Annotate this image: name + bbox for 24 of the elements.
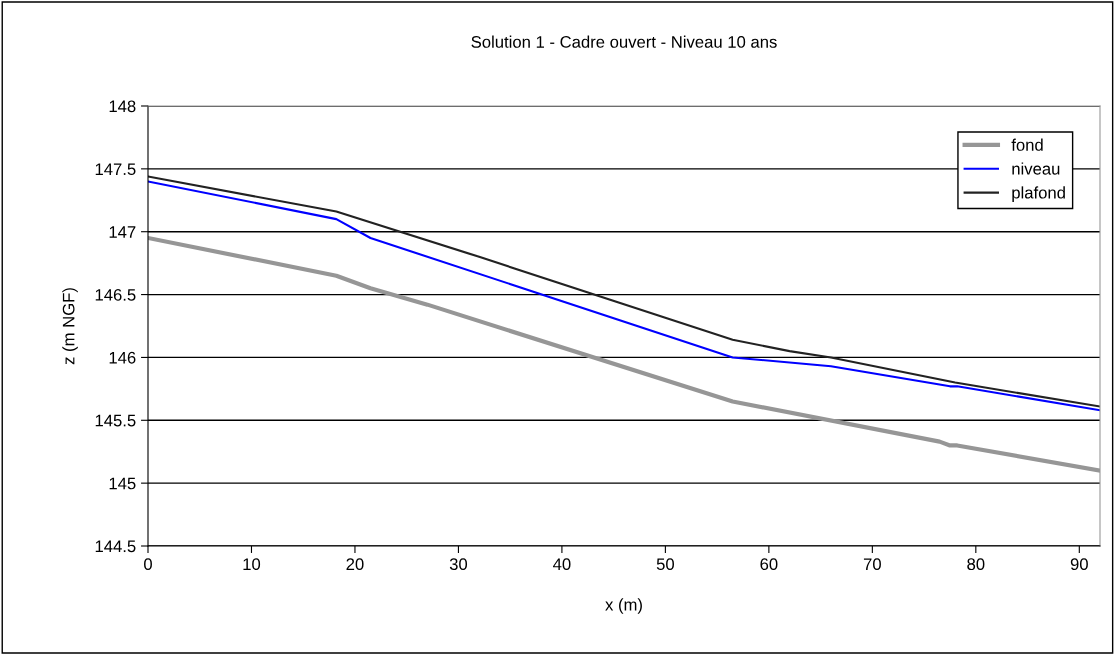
y-tick-label: 146 [109, 351, 136, 364]
x-tick-label: 0 [144, 558, 152, 571]
legend-label: niveau [1012, 162, 1060, 175]
x-tick-label: 20 [346, 558, 364, 571]
legend-label: plafond [1012, 186, 1065, 202]
y-tick-label: 146.5 [95, 288, 136, 301]
x-tick-label: 30 [449, 558, 468, 571]
y-tick-label: 145.5 [95, 414, 136, 427]
legend-label: fond [1011, 138, 1043, 151]
x-tick-label: 70 [863, 558, 881, 571]
x-tick-label: 80 [967, 558, 985, 571]
x-tick-label: 60 [760, 558, 778, 571]
y-tick-label: 144.5 [95, 540, 136, 553]
x-tick-label: 90 [1070, 558, 1088, 571]
x-axis-title: x (m) [605, 598, 642, 614]
x-tick-label: 10 [243, 558, 261, 571]
x-tick-label: 50 [656, 558, 675, 571]
y-tick-label: 145 [109, 477, 136, 490]
y-tick-label: 147 [109, 226, 136, 238]
y-tick-label: 147.5 [95, 163, 136, 176]
x-tick-label: 40 [553, 558, 571, 571]
y-axis-title: z (m NGF) [62, 288, 78, 365]
y-tick-label: 148 [109, 100, 136, 113]
chart-title: Solution 1 - Cadre ouvert - Niveau 10 ans [471, 35, 777, 48]
